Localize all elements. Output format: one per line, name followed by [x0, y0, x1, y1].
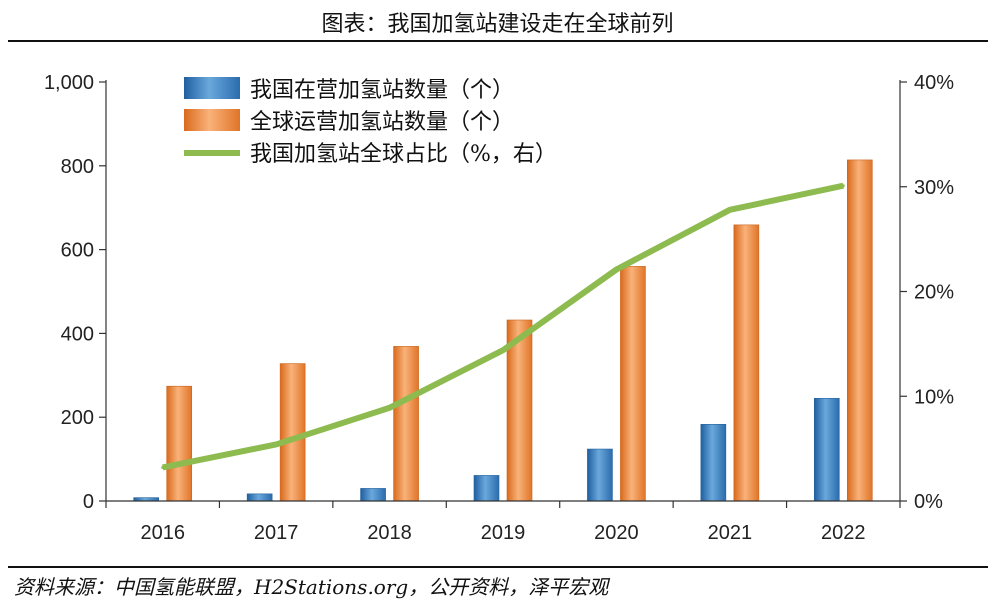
bar-china-2019 — [473, 475, 500, 502]
source-note: 资料来源：中国氢能联盟，H2Stations.org，公开资料，泽平宏观 — [14, 575, 609, 599]
legend-swatch-china — [184, 77, 240, 99]
y-left-tick-label-5: 1,000 — [44, 72, 94, 94]
legend-label-0: 我国在营加氢站数量（个） — [250, 78, 514, 103]
y-left-tick-label-4: 800 — [61, 156, 94, 178]
y-left-tick-label-0: 0 — [83, 491, 94, 513]
bar-global-2019 — [506, 319, 533, 502]
x-tick-label-2019: 2019 — [481, 522, 526, 544]
share-point-2022 — [841, 184, 845, 188]
share-point-2020 — [614, 268, 618, 272]
chart: 0 200 400 600 800 1,000 0% 10% 20% 30% 40% 2016 2017… — [44, 72, 954, 544]
bar-china-2020 — [587, 448, 613, 502]
share-point-2021 — [728, 208, 732, 212]
x-tick-label-2018: 2018 — [367, 522, 412, 544]
y-right-tick-label-4: 40% — [914, 72, 954, 94]
bar-china-2021 — [700, 424, 727, 502]
y-left-tick-label-2: 400 — [61, 323, 94, 345]
x-tick-label-2016: 2016 — [140, 522, 185, 544]
figure-title: 图表：我国加氢站建设走在全球前列 — [321, 12, 674, 37]
bar-global-2018 — [393, 346, 419, 502]
title-rule — [8, 40, 988, 42]
x-tick-label-2022: 2022 — [821, 522, 866, 544]
y-right-tick-label-3: 30% — [914, 177, 954, 199]
bar-global-2022 — [846, 159, 873, 502]
y-right-tick-label-2: 20% — [914, 282, 954, 304]
line-layer — [161, 182, 845, 471]
y-left-tick-label-3: 600 — [61, 240, 94, 262]
bar-global-2020 — [620, 266, 646, 502]
y-right-tick-label-1: 10% — [914, 386, 954, 408]
share-point-2016 — [161, 465, 165, 469]
source-rule — [8, 566, 988, 568]
share-point-2017 — [274, 442, 278, 446]
legend-label-2: 我国加氢站全球占比（%，右） — [250, 142, 557, 167]
legend-label-1: 全球运营加氢站数量（个） — [250, 110, 514, 135]
y-left-tick-label-1: 200 — [61, 407, 94, 429]
bar-global-2016 — [166, 385, 193, 502]
legend-swatch-global — [184, 109, 240, 131]
x-tick-label-2017: 2017 — [254, 522, 299, 544]
bar-china-2018 — [360, 488, 386, 502]
bar-global-2021 — [733, 224, 760, 502]
share-point-2018 — [388, 406, 392, 410]
legend: 我国在营加氢站数量（个） 全球运营加氢站数量（个） 我国加氢站全球占比（%，右） — [184, 77, 557, 167]
bar-china-2022 — [813, 398, 840, 502]
x-tick-label-2020: 2020 — [594, 522, 639, 544]
share-point-2019 — [501, 348, 505, 352]
axes-layer: 0 200 400 600 800 1,000 0% 10% 20% 30% 40% 2016 2017… — [44, 72, 954, 544]
bars-layer — [133, 159, 873, 502]
bar-global-2017 — [279, 363, 306, 502]
bar-china-2017 — [246, 493, 273, 502]
x-tick-label-2021: 2021 — [708, 522, 753, 544]
y-right-tick-label-0: 0% — [914, 491, 943, 513]
